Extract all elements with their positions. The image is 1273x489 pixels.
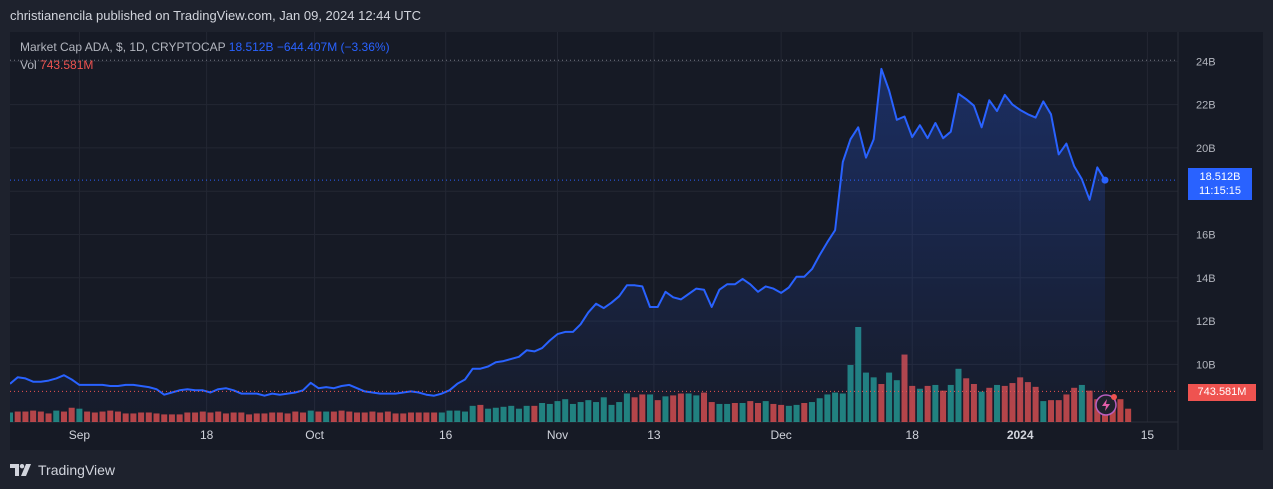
volume-scale-badge: 743.581M <box>1188 384 1256 401</box>
last-price-dot <box>1101 176 1109 184</box>
price-area-fill <box>10 68 1105 423</box>
y-tick-label: 22B <box>1196 100 1216 112</box>
symbol-legend[interactable]: Market Cap ADA, $, 1D, CRYPTOCAP 18.512B… <box>20 40 390 54</box>
publish-header: christianencila published on TradingView… <box>0 0 1273 32</box>
volume-legend-value: 743.581M <box>40 58 94 72</box>
volume-legend[interactable]: Vol 743.581M <box>20 58 93 72</box>
tradingview-footer[interactable]: TradingView <box>10 458 115 482</box>
y-tick-label: 12B <box>1196 316 1216 328</box>
brand-name: TradingView <box>38 462 116 478</box>
alert-icon[interactable] <box>1095 394 1117 416</box>
y-tick-label: 24B <box>1196 56 1216 68</box>
volume-bar <box>1125 408 1132 422</box>
volume-label: Vol <box>20 58 37 72</box>
price-badge-countdown: 11:15:15 <box>1198 185 1241 197</box>
y-tick-label: 20B <box>1196 143 1216 155</box>
volume-badge-value: 743.581M <box>1197 386 1247 398</box>
x-tick-label: 2024 <box>1007 428 1034 442</box>
symbol-name: Market Cap ADA, $, 1D, CRYPTOCAP <box>20 40 226 54</box>
x-tick-label: Nov <box>547 428 568 442</box>
price-scale-badge: 18.512B 11:15:15 <box>1188 168 1252 200</box>
tradingview-logo-icon <box>10 464 31 476</box>
legend-change: −644.407M (−3.36%) <box>276 40 390 54</box>
volume-bar <box>1117 399 1124 422</box>
y-tick-label: 14B <box>1196 273 1216 285</box>
y-tick-label: 10B <box>1196 359 1216 371</box>
legend-last-value: 18.512B <box>228 40 274 54</box>
x-tick-label: Oct <box>305 428 324 442</box>
x-tick-label: 18 <box>200 428 214 442</box>
x-tick-label: Dec <box>770 428 791 442</box>
price-chart[interactable]: 10B12B14B16B18B20B22B24BSep18Oct16Nov13D… <box>10 32 1263 450</box>
x-tick-label: 15 <box>1141 428 1155 442</box>
x-tick-label: 13 <box>647 428 661 442</box>
price-badge-value: 18.512B <box>1199 171 1241 183</box>
y-tick-label: 16B <box>1196 229 1216 241</box>
x-tick-label: Sep <box>69 428 91 442</box>
price-series-line <box>10 67 1106 397</box>
x-tick-label: 18 <box>906 428 920 442</box>
x-tick-label: 16 <box>439 428 453 442</box>
publish-info: christianencila published on TradingView… <box>10 8 421 23</box>
